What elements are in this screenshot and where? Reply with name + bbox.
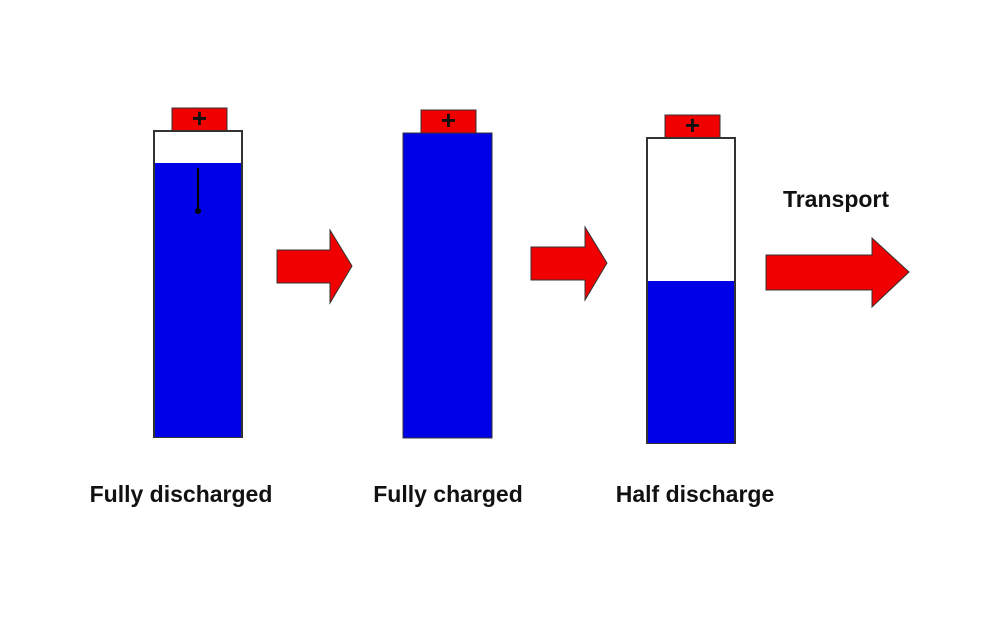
- transport-label: Transport: [783, 186, 889, 212]
- battery-fill: [648, 281, 734, 443]
- battery: + Half discharge: [616, 110, 775, 507]
- battery: + Fully charged: [373, 105, 523, 507]
- arrow: [530, 225, 608, 302]
- terminal-sign: +: [192, 103, 207, 133]
- arrow: [276, 228, 353, 305]
- terminal-sign: +: [441, 105, 456, 135]
- battery-label: Fully discharged: [90, 481, 273, 507]
- level-arrow-tip: [195, 208, 201, 214]
- battery: + Fully discharged: [90, 103, 273, 507]
- battery-label: Fully charged: [373, 481, 523, 507]
- battery-body: [402, 132, 493, 439]
- battery-label: Half discharge: [616, 481, 775, 507]
- terminal-sign: +: [685, 110, 700, 140]
- arrow: [765, 236, 910, 309]
